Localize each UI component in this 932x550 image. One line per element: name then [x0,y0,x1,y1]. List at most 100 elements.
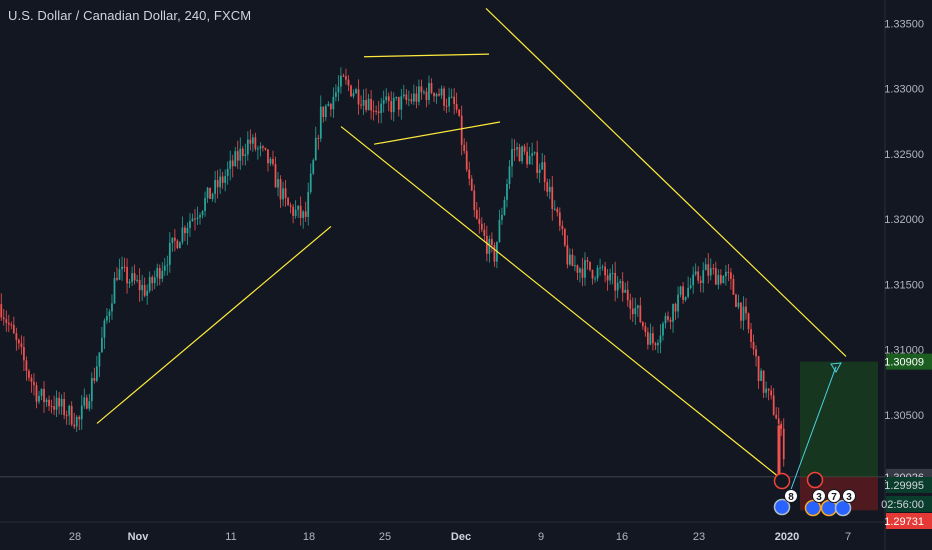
candle-up [619,281,622,283]
candle-down [566,245,569,265]
candle-down [777,418,780,424]
candle-down [561,225,564,230]
candle-up [765,388,768,393]
candle-up [226,168,229,177]
candle-up [229,160,232,169]
price-tick-label: 1.32500 [884,149,924,161]
time-tick-label: 2020 [775,531,799,543]
candle-down [750,329,752,343]
candle-down [176,240,179,249]
candle-up [664,316,667,324]
profit-target-zone[interactable] [800,361,878,477]
trendline-channel-lower[interactable] [340,126,788,484]
candle-up [40,388,43,396]
candle-up [277,179,279,188]
candle-down [606,275,609,281]
us-flag-icon[interactable] [804,499,822,517]
candle-down [589,261,591,271]
time-tick-label: 16 [616,531,628,543]
candle-down [267,149,269,164]
wedge-lower-line[interactable] [373,121,501,145]
candle-down [7,322,10,325]
us-flag-icon[interactable] [773,498,791,516]
candle-down [438,93,440,96]
candle-down [682,286,684,301]
candle-down [420,86,423,93]
candle-down [350,85,352,97]
candle-up [181,227,184,243]
time-tick-label: 11 [225,531,236,543]
event-count-badge[interactable] [784,489,798,503]
candle-up [199,215,201,218]
candle-down [536,152,539,173]
candle-up [662,323,664,336]
candle-up [418,86,420,102]
candle-down [357,89,360,105]
candle-up [103,320,106,338]
candle-up [55,397,58,410]
trendline-rising-support[interactable] [96,225,332,424]
candle-down [556,208,559,213]
candle-up [380,103,383,114]
candle-up [68,405,71,416]
candle-down [712,268,715,270]
price-tag-label: 1.29731 [884,516,924,528]
candle-down [33,381,35,386]
candle-down [287,198,289,206]
candle-down [390,101,393,113]
candle-down [221,176,224,183]
candle-down [621,281,624,293]
time-tick-label: Nov [128,531,150,543]
candle-down [30,377,33,382]
candle-down [292,206,294,216]
candle-down [478,218,481,224]
candle-up [355,89,357,94]
candle-up [108,311,111,316]
candle-down [453,96,456,104]
candle-up [760,370,762,381]
candle-down [641,322,644,327]
candle-up [506,183,508,200]
candle-down [262,146,264,148]
candle-up [189,221,191,228]
wedge-upper-line[interactable] [363,53,490,58]
price-tick-label: 1.30500 [884,410,924,422]
price-tick-label: 1.33000 [884,84,924,96]
candle-up [501,214,503,220]
candle-down [775,414,778,419]
candle-down [123,266,126,268]
candle-down [410,99,413,102]
candle-down [513,149,516,151]
candle-up [90,378,93,402]
event-count-badge[interactable] [812,489,826,503]
candle-down [50,405,53,407]
candle-down [586,260,589,262]
trendline-channel-upper[interactable] [485,8,847,357]
candle-up [60,398,63,407]
candle-up [584,260,586,278]
time-tick-label: 9 [538,531,544,543]
candle-down [646,332,649,345]
price-tag-label: 1.29995 [884,480,924,492]
candle-down [699,280,702,284]
candle-down [639,305,642,323]
candle-up [722,276,725,284]
candle-up [367,98,370,111]
chart-title: U.S. Dollar / Canadian Dollar, 240, FXCM [8,8,252,23]
us-flag-icon[interactable] [834,499,852,517]
canada-flag-icon[interactable] [806,471,824,489]
candle-down [604,266,606,276]
candle-down [460,115,463,145]
candle-down [342,75,345,77]
candle-up [335,92,337,97]
candle-up [148,277,151,291]
canada-flag-icon[interactable] [773,472,791,490]
candle-down [299,205,302,218]
candle-down [70,405,73,425]
event-count-badge[interactable] [842,489,856,503]
event-count-badge[interactable] [827,489,841,503]
candle-up [596,267,599,279]
price-tag [886,477,932,493]
